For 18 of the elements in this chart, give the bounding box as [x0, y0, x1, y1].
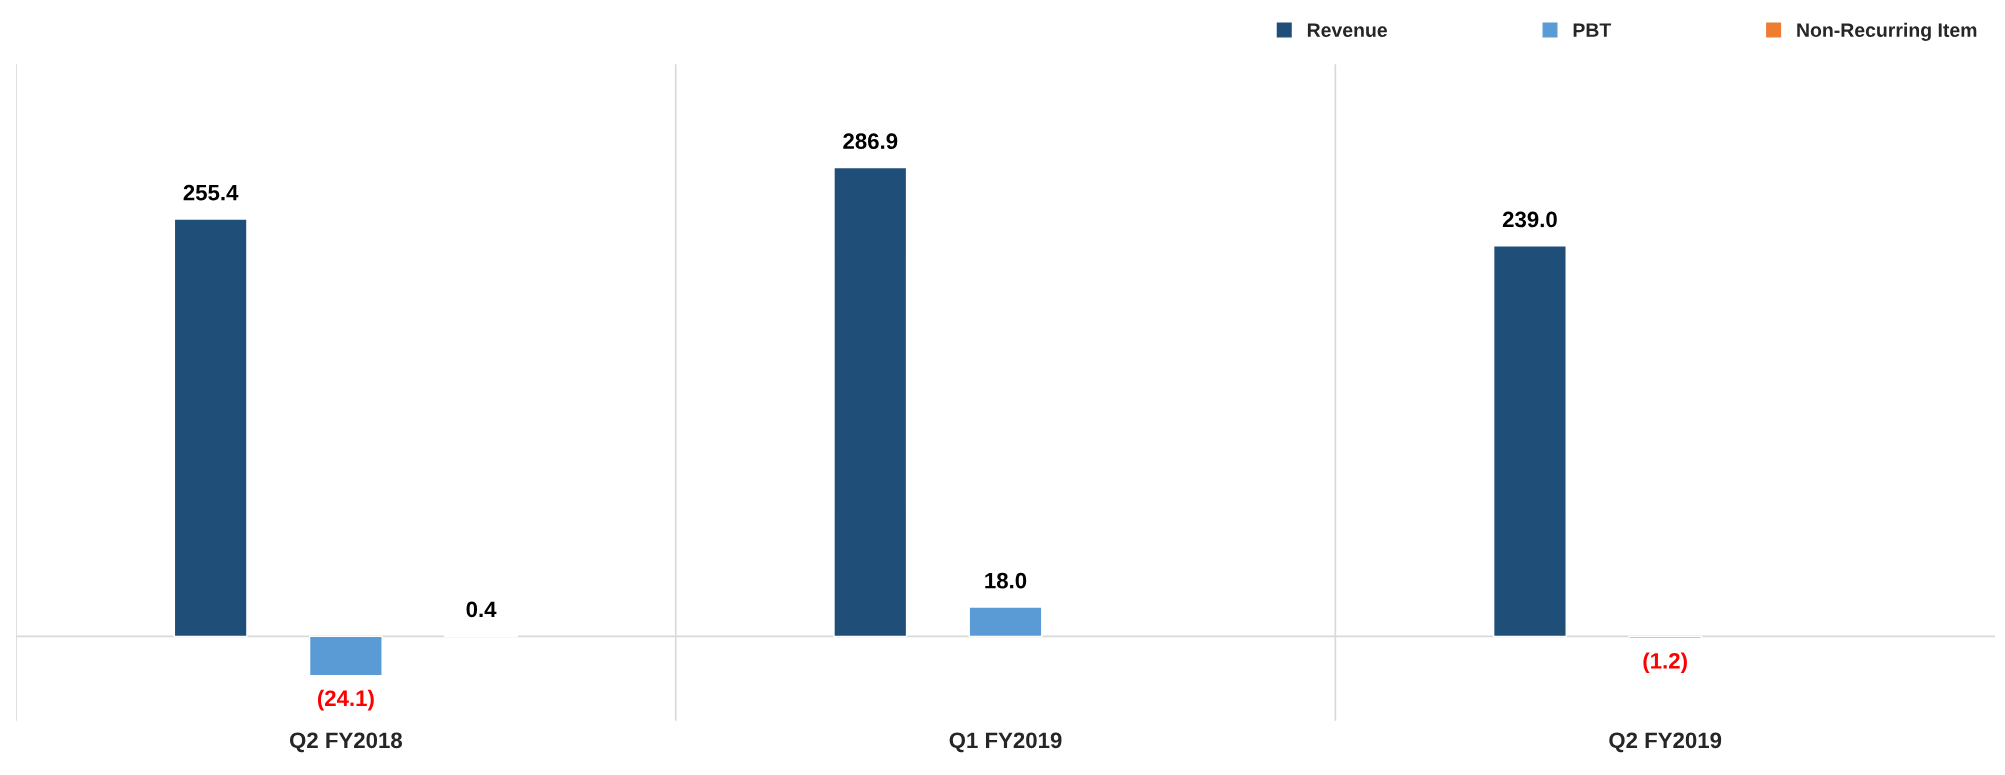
legend-label: PBT	[1573, 23, 1612, 37]
bar	[308, 635, 383, 677]
bar	[1492, 245, 1567, 638]
legend-label: Non-Recurring Item	[1797, 22, 1977, 41]
bar	[173, 218, 248, 638]
legend-label: Revenue	[1307, 23, 1387, 38]
data-label: 255.4	[183, 184, 239, 201]
data-label: (24.1)	[317, 689, 374, 711]
x-tick-label: Q2 FY2018	[289, 732, 403, 753]
x-tick-label: Q2 FY2019	[1609, 732, 1722, 753]
data-label: (1.2)	[1643, 652, 1687, 674]
data-label: 18.0	[985, 572, 1027, 589]
x-tick-label: Q1 FY2019	[949, 732, 1062, 753]
bar	[968, 606, 1043, 638]
bar	[833, 166, 908, 638]
data-label: 286.9	[843, 133, 898, 150]
data-label: 0.4	[466, 601, 497, 618]
data-label: 239.0	[1502, 211, 1557, 228]
